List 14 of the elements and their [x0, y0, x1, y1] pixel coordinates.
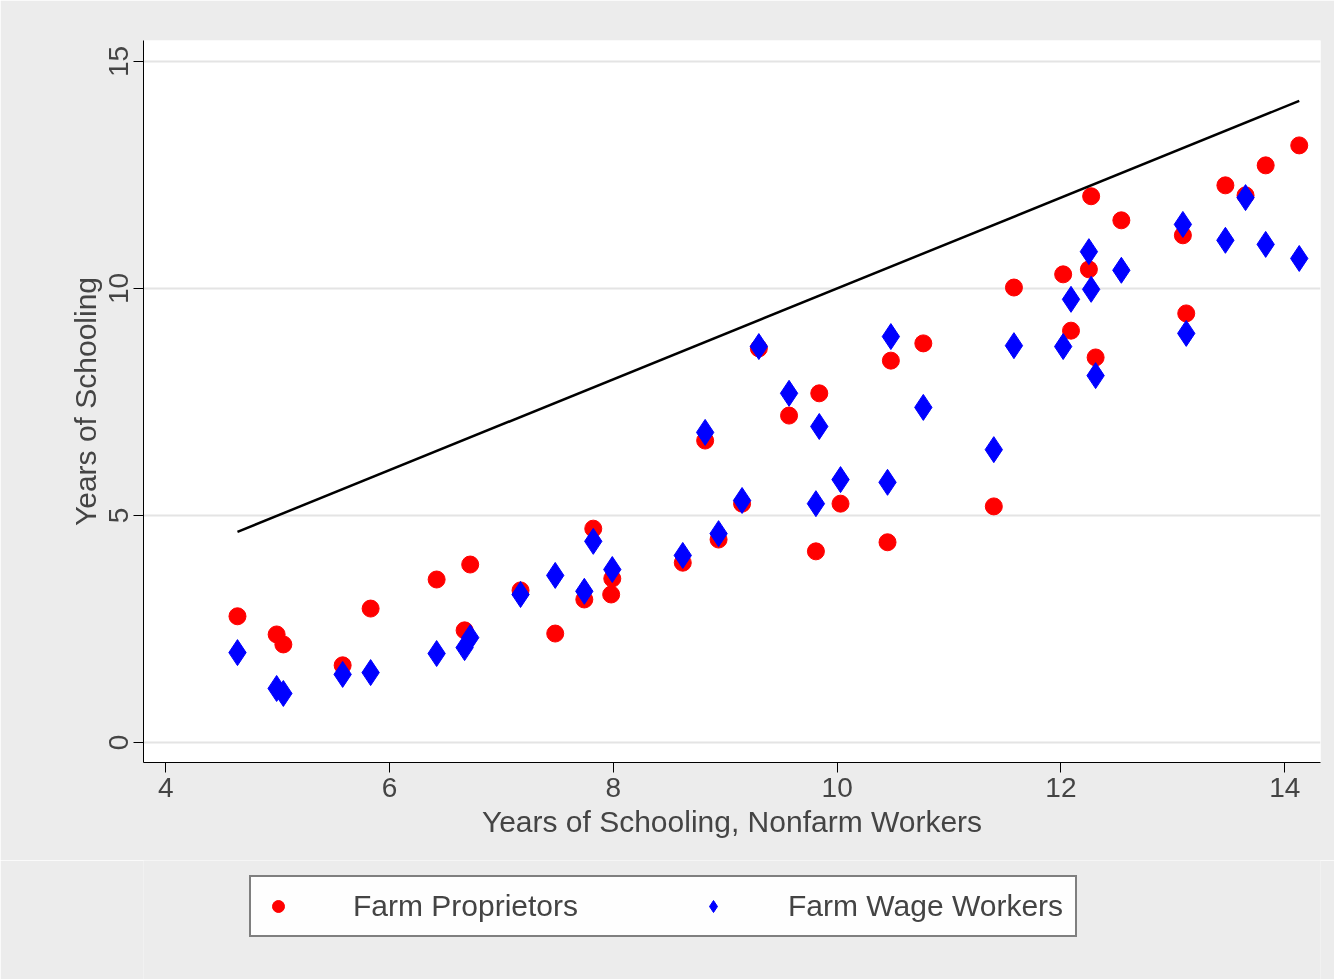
- x-tick-label: 4: [158, 771, 174, 803]
- x-tick-label: 6: [381, 771, 398, 803]
- x-tick-label: 10: [821, 771, 853, 803]
- x-tick-label: 14: [1269, 771, 1301, 803]
- x-tick-label: 8: [605, 771, 622, 803]
- y-tick-label: 15: [103, 45, 135, 77]
- x-axis-title: Years of Schooling, Nonfarm Workers: [481, 804, 983, 838]
- y-tick-label: 5: [103, 507, 135, 524]
- x-tick-label: 12: [1045, 771, 1077, 803]
- legend-label: Farm Wage Workers: [788, 889, 1064, 923]
- y-tick-label: 0: [103, 734, 135, 751]
- y-tick-label: 10: [103, 272, 135, 304]
- legend-label: Farm Proprietors: [353, 889, 579, 923]
- y-axis-title: Years of Schooling: [68, 276, 102, 527]
